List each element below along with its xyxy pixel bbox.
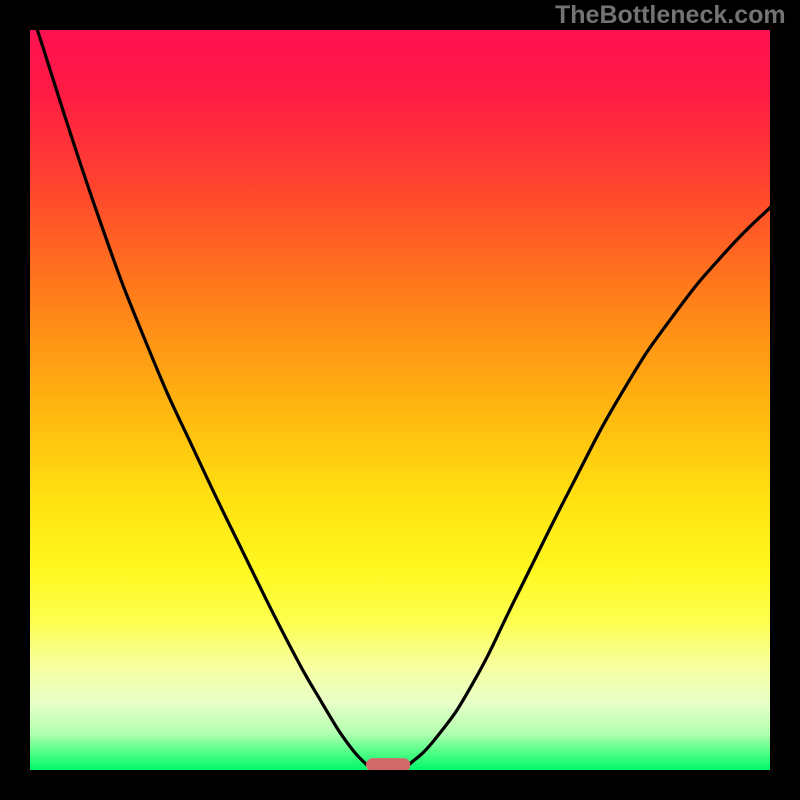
chart-container: TheBottleneck.com [0, 0, 800, 800]
bottleneck-marker [366, 758, 410, 770]
watermark-text: TheBottleneck.com [555, 1, 786, 30]
chart-svg [30, 30, 770, 770]
gradient-background [30, 30, 770, 770]
chart-area [30, 30, 770, 770]
